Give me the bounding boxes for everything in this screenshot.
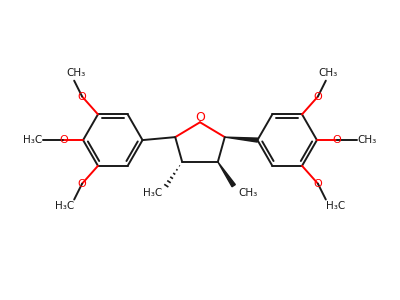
Polygon shape	[218, 162, 235, 187]
Text: H₃C: H₃C	[143, 188, 162, 198]
Text: O: O	[314, 179, 322, 189]
Text: H₃C: H₃C	[23, 135, 42, 145]
Text: CH₃: CH₃	[358, 135, 377, 145]
Text: O: O	[59, 135, 68, 145]
Text: O: O	[78, 179, 86, 189]
Text: O: O	[195, 111, 205, 124]
Text: O: O	[78, 92, 86, 101]
Text: H₃C: H₃C	[55, 202, 74, 212]
Polygon shape	[225, 137, 258, 142]
Text: CH₃: CH₃	[318, 68, 338, 78]
Text: CH₃: CH₃	[66, 68, 86, 78]
Text: H₃C: H₃C	[326, 202, 345, 212]
Text: O: O	[332, 135, 341, 145]
Text: O: O	[314, 92, 322, 101]
Text: CH₃: CH₃	[238, 188, 257, 198]
